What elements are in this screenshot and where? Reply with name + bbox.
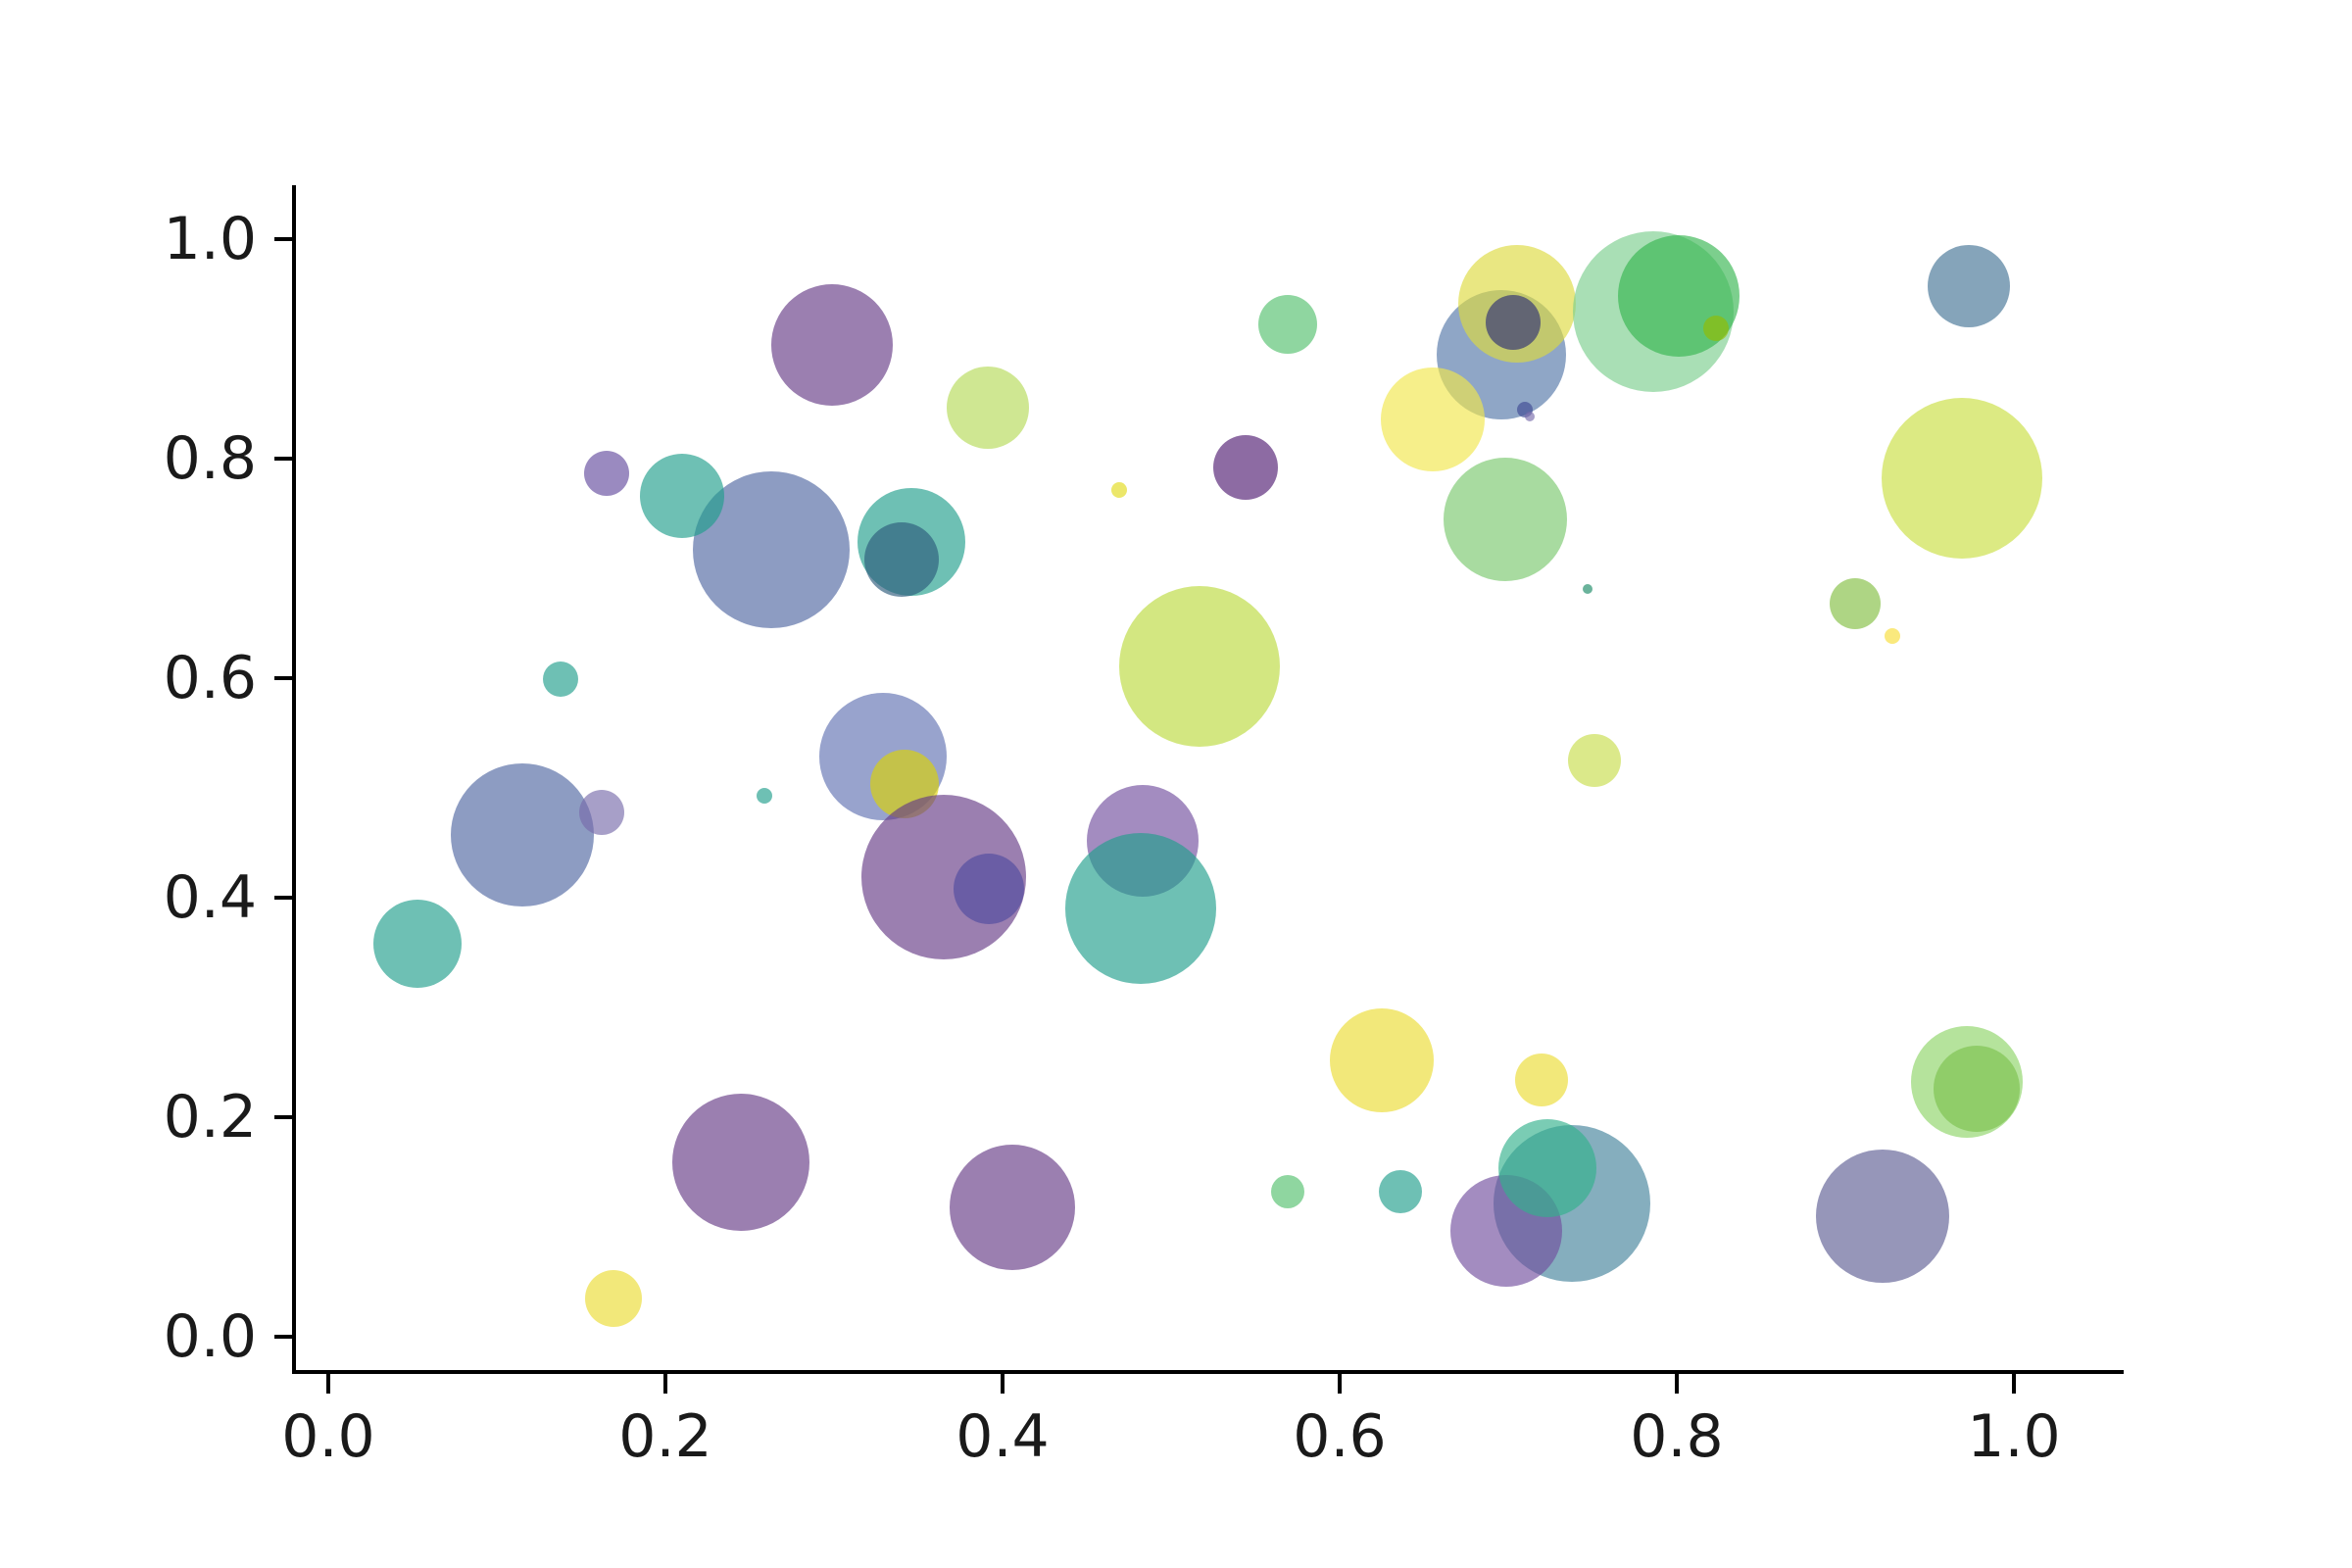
x-tick-label: 0.6 xyxy=(1293,1402,1387,1471)
x-tick-label: 0.4 xyxy=(956,1402,1050,1471)
data-point-bubble xyxy=(757,787,773,804)
data-point-bubble xyxy=(954,854,1025,925)
data-point-bubble xyxy=(672,1093,810,1231)
y-axis-tick xyxy=(274,1335,294,1339)
data-point-bubble xyxy=(950,1144,1076,1270)
y-axis-spine xyxy=(292,185,296,1374)
data-point-bubble xyxy=(1257,295,1317,355)
data-point-bubble xyxy=(771,283,894,406)
data-point-bubble xyxy=(1934,1045,2021,1132)
data-point-bubble xyxy=(1110,482,1127,499)
x-tick-label: 0.0 xyxy=(281,1402,375,1471)
data-point-bubble xyxy=(1486,295,1542,351)
data-point-bubble xyxy=(584,1269,642,1327)
x-tick-label: 0.2 xyxy=(618,1402,712,1471)
data-point-bubble xyxy=(583,450,629,496)
data-point-bubble xyxy=(1881,398,2042,560)
data-point-bubble xyxy=(373,900,463,989)
y-axis-tick xyxy=(274,457,294,461)
data-point-bubble xyxy=(1815,1149,1949,1283)
data-point-bubble xyxy=(1497,1118,1596,1217)
data-point-bubble xyxy=(1830,577,1882,629)
data-point-bubble xyxy=(1330,1007,1434,1112)
data-point-bubble xyxy=(946,367,1029,450)
y-tick-label: 0.2 xyxy=(163,1083,257,1152)
y-tick-label: 0.8 xyxy=(163,424,257,493)
y-tick-label: 0.0 xyxy=(163,1302,257,1371)
data-point-bubble xyxy=(1702,315,1729,341)
data-point-bubble xyxy=(1380,367,1485,471)
data-point-bubble xyxy=(863,522,939,598)
data-point-bubble xyxy=(1525,412,1536,422)
data-point-bubble xyxy=(1515,1053,1569,1106)
y-tick-label: 0.4 xyxy=(163,863,257,932)
data-point-bubble xyxy=(578,789,624,835)
x-axis-tick xyxy=(663,1374,667,1394)
data-point-bubble xyxy=(1927,245,2010,328)
data-point-bubble xyxy=(1065,833,1217,985)
x-axis-spine xyxy=(292,1370,2124,1374)
y-axis-tick xyxy=(274,676,294,680)
data-point-bubble xyxy=(1885,628,1901,645)
data-point-bubble xyxy=(1582,584,1592,595)
x-axis-tick xyxy=(326,1374,330,1394)
y-tick-label: 0.6 xyxy=(163,644,257,712)
x-tick-label: 0.8 xyxy=(1630,1402,1724,1471)
y-axis-tick xyxy=(274,896,294,900)
x-tick-label: 1.0 xyxy=(1967,1402,2061,1471)
data-point-bubble xyxy=(1212,434,1278,500)
data-point-bubble xyxy=(543,662,579,698)
y-axis-tick xyxy=(274,1115,294,1119)
data-point-bubble xyxy=(450,763,594,907)
data-point-bubble xyxy=(1567,734,1621,787)
data-point-bubble xyxy=(640,454,725,539)
x-axis-tick xyxy=(1001,1374,1004,1394)
data-point-bubble xyxy=(1443,457,1567,581)
x-axis-tick xyxy=(1338,1374,1342,1394)
data-point-bubble xyxy=(1378,1170,1422,1214)
y-axis-tick xyxy=(274,237,294,241)
x-axis-tick xyxy=(2012,1374,2016,1394)
y-tick-label: 1.0 xyxy=(163,205,257,273)
x-axis-tick xyxy=(1675,1374,1679,1394)
data-point-bubble xyxy=(1119,585,1281,747)
data-point-bubble xyxy=(1270,1175,1304,1209)
